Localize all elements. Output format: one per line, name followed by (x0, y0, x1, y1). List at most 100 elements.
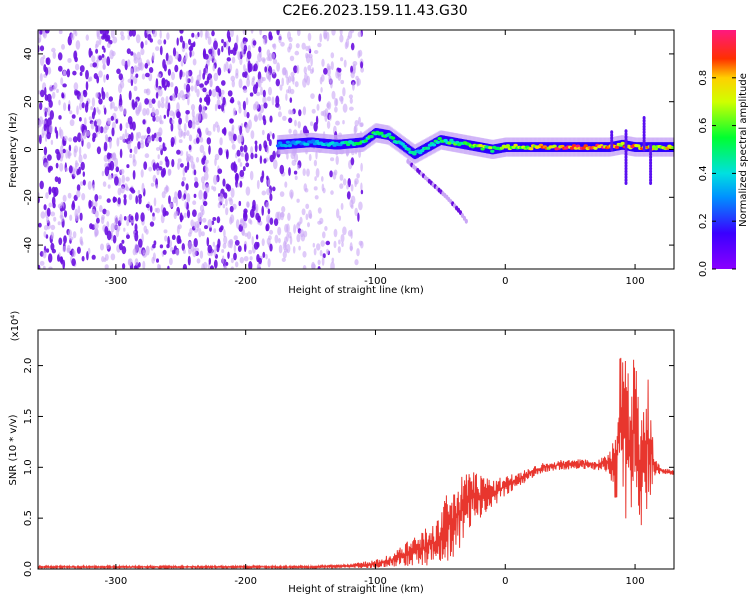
noise-point (268, 72, 272, 83)
noise-point (94, 231, 98, 238)
noise-point (257, 215, 261, 223)
noise-point (102, 181, 107, 187)
noise-point (306, 75, 311, 86)
noise-point (145, 245, 150, 256)
noise-point (155, 184, 159, 189)
noise-point (254, 153, 258, 159)
noise-point (134, 258, 139, 266)
noise-point (76, 246, 81, 254)
noise-point (255, 81, 259, 89)
noise-point (204, 183, 210, 194)
noise-point (120, 34, 125, 41)
noise-point (182, 263, 187, 269)
noise-point (239, 256, 244, 264)
noise-point (225, 207, 229, 216)
noise-point (176, 225, 180, 235)
noise-point (313, 159, 317, 167)
noise-point (113, 106, 118, 112)
spike-point (649, 172, 653, 177)
noise-point (325, 248, 329, 255)
noise-point (180, 130, 184, 137)
noise-point (221, 45, 224, 53)
noise-point (252, 40, 257, 46)
noise-point (289, 97, 293, 103)
noise-point (144, 62, 149, 69)
noise-point (256, 241, 260, 248)
noise-point (70, 32, 75, 41)
noise-point (157, 39, 162, 45)
noise-point (269, 229, 274, 235)
noise-point (317, 207, 322, 214)
noise-point (203, 261, 208, 269)
noise-point (162, 59, 166, 69)
noise-point (151, 134, 155, 142)
noise-point (254, 114, 258, 123)
noise-point (98, 195, 102, 200)
noise-point (145, 72, 150, 78)
noise-point (340, 57, 344, 62)
noise-point (193, 193, 197, 198)
noise-point (272, 58, 278, 65)
noise-point (287, 212, 291, 221)
noise-point (283, 248, 289, 253)
noise-point (256, 179, 260, 190)
noise-point (73, 82, 79, 91)
noise-point (202, 181, 205, 191)
noise-point (56, 151, 61, 161)
noise-point (118, 73, 124, 81)
noise-point (192, 58, 197, 66)
noise-point (58, 30, 63, 35)
noise-point (91, 199, 94, 208)
noise-point (133, 265, 138, 269)
noise-point (217, 168, 223, 174)
ridge-point (552, 144, 557, 148)
noise-point (120, 168, 125, 175)
noise-point (131, 121, 136, 131)
noise-point (349, 106, 354, 111)
noise-point (80, 133, 84, 141)
noise-point (331, 30, 336, 36)
noise-point (190, 219, 194, 227)
noise-point (315, 168, 320, 178)
noise-point (134, 223, 138, 232)
noise-point (320, 240, 325, 247)
y-tick-label: -20 (23, 189, 34, 205)
noise-point (317, 42, 322, 48)
noise-point (225, 261, 229, 266)
noise-point (131, 99, 135, 109)
noise-point (164, 235, 168, 242)
noise-point (239, 162, 243, 167)
noise-point (245, 162, 250, 168)
y-tick-label: 0 (23, 146, 34, 152)
spike-point (624, 166, 628, 171)
noise-point (212, 64, 216, 72)
noise-point (236, 183, 240, 188)
noise-point (152, 115, 156, 122)
noise-point (263, 140, 268, 149)
noise-point (131, 30, 136, 37)
noise-point (289, 55, 295, 62)
noise-point (190, 85, 194, 92)
noise-point (218, 104, 221, 110)
y-tick-label: -40 (23, 237, 34, 253)
noise-point (93, 120, 97, 127)
noise-point (286, 89, 290, 94)
spike-point (624, 160, 628, 165)
noise-point (233, 42, 238, 52)
ridge-point (406, 147, 411, 151)
noise-point (171, 71, 175, 81)
noise-point (38, 264, 41, 269)
noise-point (254, 143, 258, 153)
noise-point (255, 234, 259, 240)
noise-point (334, 97, 338, 107)
noise-point (71, 114, 76, 119)
noise-point (123, 194, 127, 199)
noise-point (111, 152, 115, 161)
noise-point (269, 154, 274, 163)
x-tick-label: -200 (234, 576, 257, 587)
noise-point (159, 30, 162, 39)
noise-point (288, 167, 291, 176)
noise-point (48, 124, 53, 134)
noise-point (129, 148, 133, 153)
